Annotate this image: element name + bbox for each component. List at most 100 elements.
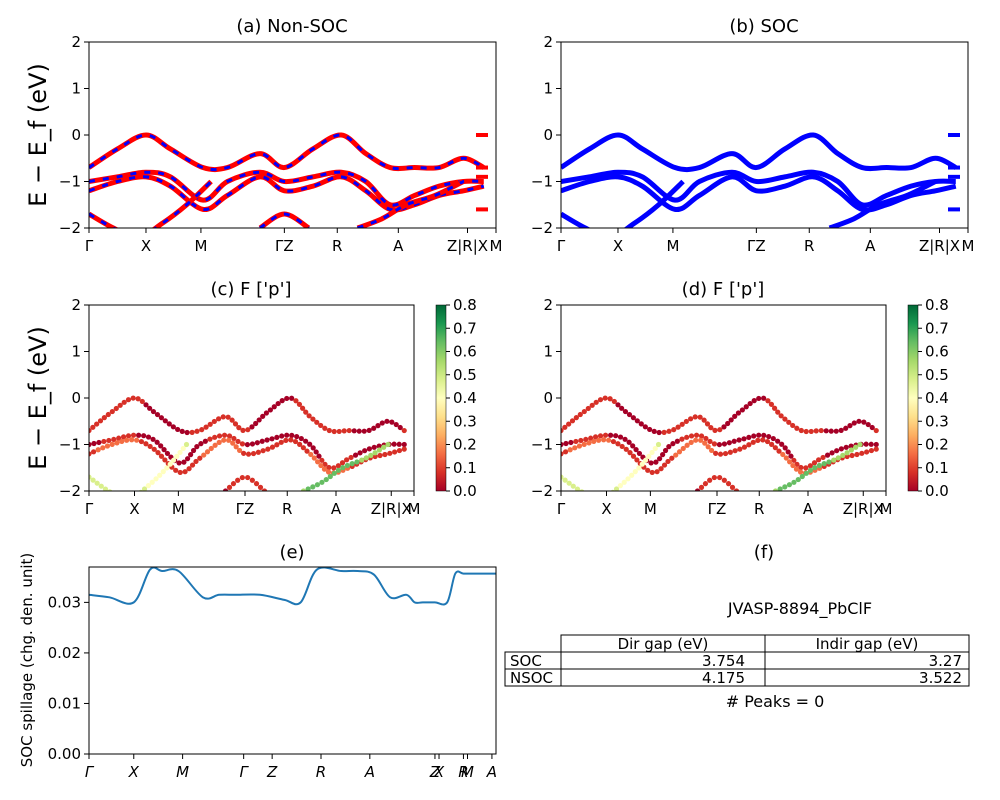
projection-point bbox=[588, 495, 593, 500]
projection-point bbox=[385, 441, 391, 448]
projection-point bbox=[653, 459, 659, 465]
projection-point bbox=[756, 395, 762, 402]
projection-point bbox=[335, 463, 341, 469]
projection-point bbox=[712, 427, 718, 433]
projection-point bbox=[391, 441, 397, 447]
projection-point bbox=[344, 462, 350, 469]
projection-point bbox=[147, 443, 153, 450]
projection-point bbox=[319, 457, 325, 463]
colorbar-bar bbox=[907, 304, 919, 492]
projection-point bbox=[129, 437, 135, 443]
projection-point bbox=[261, 488, 268, 491]
projection-point bbox=[255, 449, 261, 455]
projection-point bbox=[284, 432, 290, 438]
projection-point bbox=[162, 418, 168, 424]
projection-point bbox=[150, 436, 156, 442]
xtick-label: M bbox=[880, 500, 893, 518]
projection-point bbox=[779, 441, 785, 447]
panel-d-xticks: Γ X M ΓZ R A Z|R|XM bbox=[557, 491, 893, 518]
projection-point bbox=[401, 441, 407, 448]
projection-point bbox=[828, 428, 834, 434]
projection-point bbox=[610, 438, 617, 445]
projection-point bbox=[257, 484, 264, 490]
soc-dir-gap: 3.754 bbox=[702, 652, 745, 670]
projection-point bbox=[649, 469, 655, 476]
ytick-label: −1 bbox=[531, 436, 553, 454]
table-header-dir: Dir gap (eV) bbox=[618, 635, 709, 653]
projection-point bbox=[816, 462, 822, 469]
projection-point bbox=[245, 474, 251, 481]
projection-point bbox=[648, 460, 654, 466]
xtick-label: X bbox=[613, 237, 623, 255]
projection-point bbox=[157, 472, 163, 478]
projection-point bbox=[106, 437, 112, 444]
projection-point bbox=[89, 451, 92, 457]
panel-a-xticks: Γ X M ΓZ R A Z|R|X M bbox=[85, 228, 502, 255]
projection-point bbox=[770, 435, 776, 442]
projection-point bbox=[249, 477, 255, 483]
xtick-label: Γ bbox=[557, 237, 566, 255]
projection-point bbox=[783, 455, 789, 461]
xtick-label: A bbox=[803, 500, 814, 518]
panel-c-xticks: Γ X M ΓZ R A Z|R|XM bbox=[85, 491, 420, 518]
xtick-label: X bbox=[141, 237, 151, 255]
projection-point bbox=[764, 438, 771, 445]
projection-point bbox=[310, 445, 316, 451]
xtick-label: Γ bbox=[85, 500, 94, 518]
projection-point bbox=[335, 467, 342, 473]
projection-point bbox=[314, 419, 320, 425]
projection-point bbox=[94, 421, 100, 427]
projection-point bbox=[583, 436, 589, 443]
projection-point bbox=[737, 446, 743, 452]
projection-point bbox=[173, 467, 179, 473]
projection-point bbox=[583, 492, 588, 497]
projection-point bbox=[310, 416, 316, 422]
projection-point bbox=[562, 449, 569, 455]
nsoc-indir-gap: 3.522 bbox=[919, 669, 962, 687]
projection-point bbox=[765, 398, 771, 404]
projection-point bbox=[721, 477, 727, 483]
projection-point bbox=[401, 446, 407, 452]
projection-point bbox=[326, 427, 332, 434]
colorbar-tick-label: 0.8 bbox=[453, 296, 477, 314]
projection-point bbox=[185, 456, 191, 462]
xtick-label: Z bbox=[266, 763, 278, 781]
projection-point bbox=[313, 449, 319, 455]
xtick-label: R bbox=[458, 763, 468, 781]
projection-point bbox=[698, 484, 705, 490]
table-cell bbox=[764, 668, 970, 687]
projection-point bbox=[232, 421, 239, 427]
projection-point bbox=[164, 450, 171, 457]
projection-point bbox=[790, 422, 796, 429]
xtick-label: M bbox=[644, 500, 657, 518]
projection-point bbox=[381, 444, 387, 450]
projection-point bbox=[321, 466, 328, 472]
projection-point bbox=[808, 428, 814, 435]
projection-point bbox=[278, 439, 284, 445]
projection-point bbox=[826, 459, 832, 465]
projection-point bbox=[221, 437, 227, 443]
ytick-label: 1 bbox=[543, 343, 553, 361]
projection-point bbox=[393, 421, 399, 428]
projection-point bbox=[117, 402, 123, 408]
projection-point bbox=[130, 395, 136, 401]
projection-point bbox=[274, 434, 280, 440]
colorbar-tick-label: 0.2 bbox=[453, 436, 477, 454]
projection-point bbox=[161, 447, 167, 453]
projection-point bbox=[116, 495, 121, 500]
projection-point bbox=[649, 449, 655, 456]
projection-point bbox=[354, 459, 360, 465]
projection-point bbox=[694, 488, 701, 491]
ytick-label: 1 bbox=[543, 80, 553, 98]
projection-point bbox=[585, 405, 591, 412]
projection-point bbox=[292, 438, 299, 445]
panel-d-colorbar: 0.8 0.7 0.6 0.5 0.4 0.3 0.2 0.1 0.0 bbox=[907, 296, 949, 500]
projection-point bbox=[684, 434, 690, 440]
projection-point bbox=[176, 460, 182, 466]
projection-point bbox=[340, 465, 346, 471]
band-line-soc-overlay bbox=[89, 170, 484, 207]
projection-point bbox=[798, 427, 804, 434]
panel-a-ylabel: E − E_f (eV) bbox=[24, 63, 52, 207]
projection-point bbox=[638, 421, 644, 427]
projection-point bbox=[121, 399, 127, 405]
